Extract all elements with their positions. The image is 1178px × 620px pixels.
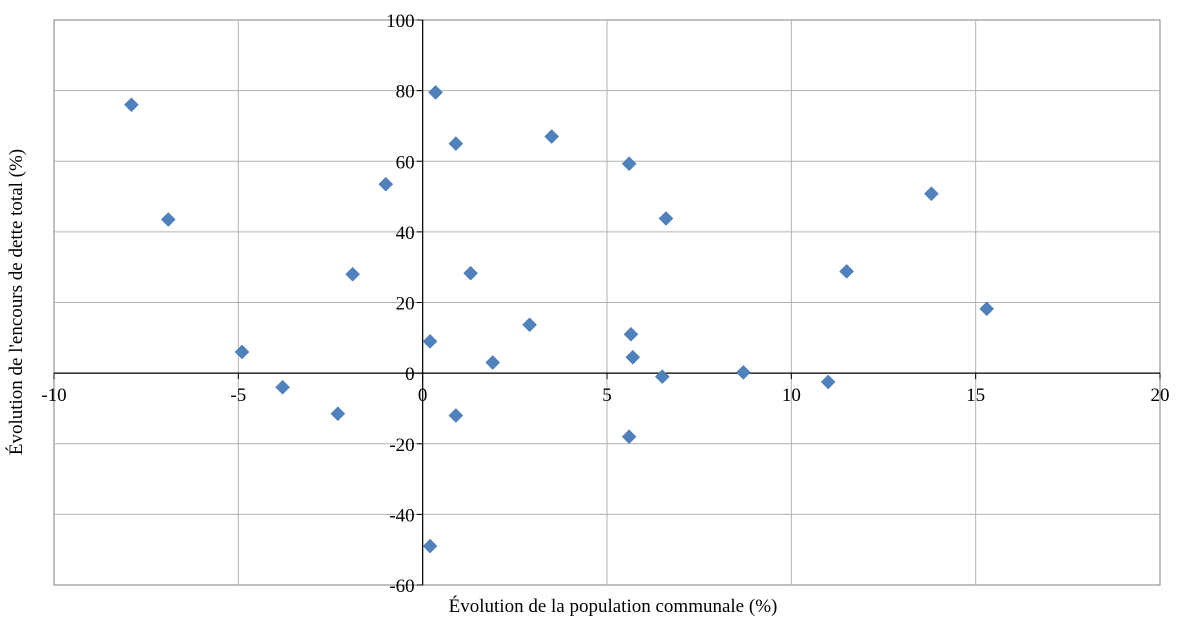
data-point <box>658 211 674 226</box>
y-tick-label: -40 <box>389 505 414 526</box>
y-tick-label: 40 <box>396 223 415 244</box>
y-tick-label: 100 <box>386 11 415 32</box>
x-tick-label: 20 <box>1151 385 1170 406</box>
x-axis-title: Évolution de la population communale (%) <box>449 595 778 617</box>
tick-labels: -10 -5 0 5 10 15 20 -60 -40 -20 0 20 40 60 80 100 <box>41 11 1169 597</box>
y-axis-title: Évolution de l'encours de dette total (%… <box>5 149 27 455</box>
data-point <box>330 406 346 422</box>
data-point <box>448 136 464 151</box>
x-tick-label: -5 <box>230 385 246 406</box>
y-tick-label: 60 <box>396 152 415 173</box>
data-point <box>621 156 637 172</box>
x-tick-label: 10 <box>782 385 801 406</box>
data-point <box>924 186 939 202</box>
data-point <box>979 301 995 317</box>
y-tick-label: -60 <box>389 576 414 597</box>
data-points <box>124 85 995 554</box>
data-point <box>623 326 639 342</box>
data-point <box>463 265 478 281</box>
data-point <box>378 176 394 192</box>
data-point <box>736 365 751 380</box>
data-point <box>234 344 250 360</box>
data-point <box>522 317 537 333</box>
x-tick-label: -10 <box>41 385 66 406</box>
data-point <box>448 408 464 423</box>
y-tick-label: 20 <box>396 294 415 315</box>
axes <box>53 19 1161 586</box>
x-tick-label: 5 <box>602 385 612 406</box>
data-point <box>422 538 438 554</box>
data-point <box>345 266 360 282</box>
y-tick-label: 0 <box>405 364 415 385</box>
data-point <box>839 264 854 279</box>
data-point <box>422 333 438 349</box>
data-point <box>160 212 176 227</box>
data-point <box>124 97 139 113</box>
data-point <box>621 429 637 445</box>
data-point <box>275 379 290 395</box>
data-point <box>820 374 836 390</box>
data-point <box>428 85 443 100</box>
x-tick-label: 0 <box>418 385 428 406</box>
data-point <box>654 369 670 385</box>
y-tick-label: -20 <box>389 435 414 456</box>
x-tick-label: 15 <box>966 385 985 406</box>
data-point <box>625 349 641 365</box>
y-tick-label: 80 <box>396 82 415 103</box>
data-point <box>485 355 501 370</box>
data-point <box>544 129 560 144</box>
